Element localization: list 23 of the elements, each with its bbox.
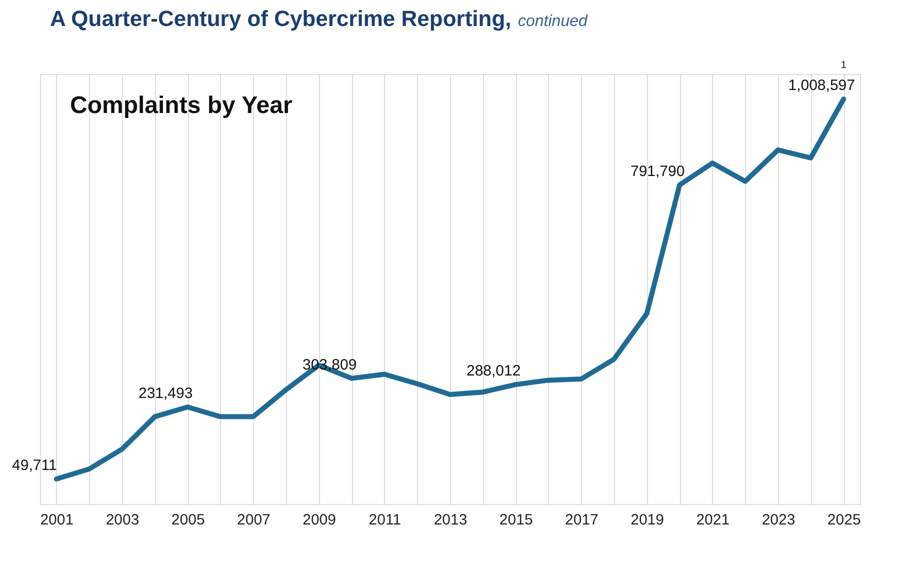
chart-subtitle: continued	[518, 13, 588, 30]
x-tick-label: 2009	[302, 512, 336, 528]
x-tick-label: 2023	[762, 512, 796, 528]
data-label: 303,809	[302, 356, 357, 374]
annotation: 1	[840, 60, 847, 71]
annotation: Complaints by Year	[70, 92, 292, 119]
x-tick-label: 2025	[827, 512, 861, 528]
data-label: 1,008,597	[788, 77, 855, 94]
x-tick-label: 2015	[499, 512, 533, 528]
data-label: 791,790	[630, 162, 685, 180]
x-tick-label: 2011	[368, 512, 402, 528]
x-tick-label: 2005	[171, 512, 205, 528]
data-label: 288,012	[466, 362, 521, 380]
x-tick-label: 2001	[40, 512, 74, 528]
x-tick-label: 2013	[434, 512, 468, 528]
data-label: 231,493	[138, 384, 193, 402]
x-tick-label: 2007	[237, 512, 270, 528]
x-tick-label: 2021	[696, 512, 730, 528]
x-tick-label: 2003	[106, 512, 140, 528]
chart-title: A Quarter-Century of Cybercrime Reporting,	[50, 6, 512, 31]
x-tick-label: 2017	[565, 512, 598, 528]
data-label: 49,711	[12, 457, 57, 474]
x-tick-label: 2019	[630, 512, 664, 528]
